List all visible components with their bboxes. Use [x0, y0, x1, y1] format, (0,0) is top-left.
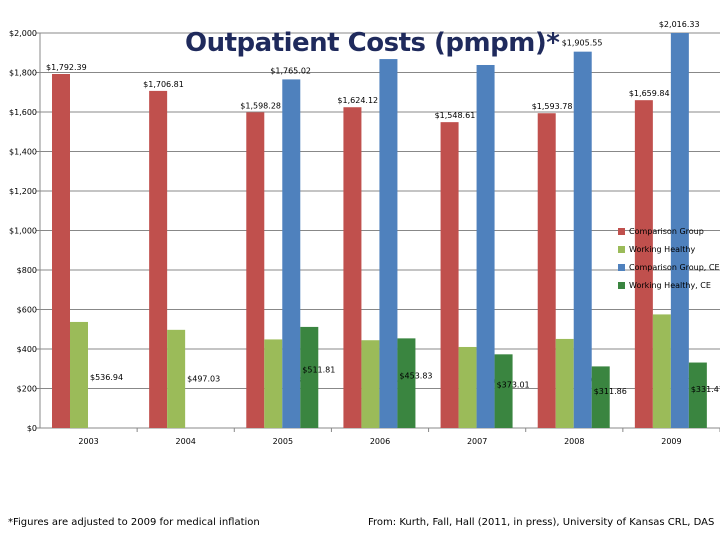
bar-working-healthy-2008	[555, 338, 574, 428]
legend-swatch	[618, 263, 625, 271]
bar-comparison-group-ce-2005	[282, 79, 301, 429]
bar-comparison-group-ce-2008	[573, 51, 592, 429]
bar-comparison-group-ce-2009	[670, 33, 689, 428]
y-tick-label: $400	[17, 345, 37, 354]
y-tick-label: $800	[17, 266, 37, 275]
legend-swatch	[618, 245, 625, 253]
bar-comparison-group-2009	[634, 100, 653, 428]
legend-swatch	[618, 227, 625, 235]
bar-working-healthy-ce-2006	[397, 338, 416, 428]
footnote: *Figures are adjusted to 2009 for medica…	[8, 517, 260, 528]
bar-working-healthy-2005	[264, 339, 283, 428]
data-label: $311.86	[594, 387, 627, 396]
data-label: $373.01	[497, 380, 530, 389]
x-tick-label: 2009	[661, 437, 681, 446]
data-label: $1,905.55	[562, 39, 603, 48]
y-tick-label: $600	[17, 306, 37, 315]
y-tick-label: $2,000	[9, 29, 37, 38]
legend-label: Working Healthy	[629, 244, 696, 254]
bar-working-healthy-ce-2005	[300, 326, 319, 428]
data-label: $1,593.78	[532, 102, 573, 111]
legend: Comparison Group Working Healthy Compariso…	[618, 222, 720, 294]
bar-working-healthy-2004	[167, 329, 186, 428]
data-label: $331.47	[691, 385, 720, 394]
bar-working-healthy-2006	[361, 340, 380, 428]
data-label: $497.03	[187, 374, 220, 383]
x-tick-label: 2008	[564, 437, 584, 446]
bar-comparison-group-2005	[246, 112, 265, 429]
legend-item: Working Healthy, CE	[618, 276, 720, 294]
legend-label: Working Healthy, CE	[629, 280, 711, 290]
y-tick-label: $0	[27, 424, 37, 433]
y-tick-label: $1,600	[9, 108, 37, 117]
y-tick-label: $200	[17, 385, 37, 394]
bar-comparison-group-2007	[440, 122, 459, 428]
y-tick-label: $1,200	[9, 187, 37, 196]
legend-label: Comparison Group	[629, 226, 704, 236]
data-label: $1,765.02	[270, 66, 311, 75]
chart-title: Outpatient Costs (pmpm)*	[185, 28, 560, 58]
data-label: $1,624.12	[337, 96, 378, 105]
y-tick-label: $1,400	[9, 148, 37, 157]
bar-working-healthy-2009	[652, 314, 671, 428]
bar-working-healthy-ce-2007	[494, 354, 513, 428]
bar-working-healthy-ce-2008	[591, 366, 610, 428]
bar-comparison-group-ce-2007	[476, 64, 495, 429]
x-tick-label: 2006	[370, 437, 390, 446]
x-tick-label: 2004	[176, 437, 196, 446]
bar-working-healthy-2003	[70, 321, 88, 428]
legend-item: Comparison Group, CE	[618, 258, 720, 276]
data-label: $1,792.39	[46, 63, 87, 72]
source-note: From: Kurth, Fall, Hall (2011, in press)…	[368, 517, 715, 528]
bar-comparison-group-ce-2006	[379, 59, 398, 428]
data-label: $511.81	[302, 365, 335, 374]
data-label: $2,016.33	[659, 20, 700, 29]
bar-comparison-group-2008	[537, 113, 556, 428]
y-tick-label: $1,000	[9, 227, 37, 236]
data-label: $1,598.28	[240, 101, 281, 110]
legend-swatch	[618, 281, 625, 289]
data-label: $1,548.61	[435, 111, 476, 120]
data-label: $536.94	[90, 373, 123, 382]
bar-comparison-group-2003	[52, 74, 70, 428]
legend-label: Comparison Group, CE	[629, 262, 720, 272]
bar-comparison-group-2006	[343, 107, 362, 428]
x-tick-label: 2005	[273, 437, 293, 446]
bar-working-healthy-ce-2009	[688, 362, 707, 428]
y-tick-label: $1,800	[9, 69, 37, 78]
data-label: $1,706.81	[143, 80, 184, 89]
legend-item: Working Healthy	[618, 240, 720, 258]
legend-item: Comparison Group	[618, 222, 720, 240]
x-tick-label: 2007	[467, 437, 487, 446]
bar-working-healthy-2007	[458, 346, 477, 428]
data-label: $453.83	[399, 372, 432, 381]
data-label: $1,659.84	[629, 89, 670, 98]
bar-comparison-group-2004	[149, 90, 168, 428]
x-tick-label: 2003	[78, 437, 98, 446]
